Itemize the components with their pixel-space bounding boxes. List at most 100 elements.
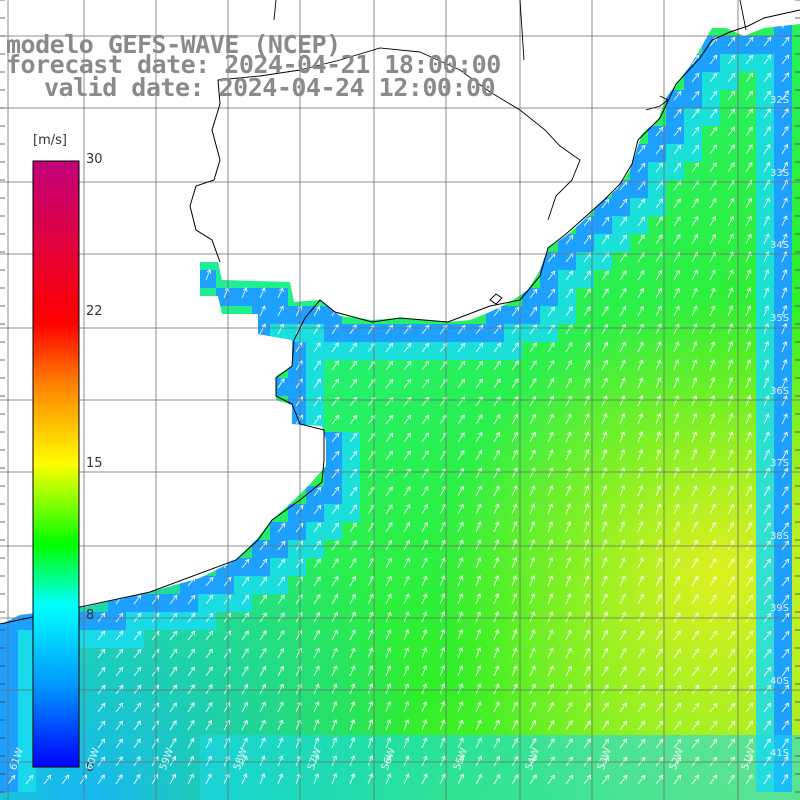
wind-arrow [637,395,644,407]
wind-arrow [565,449,572,461]
wind-arrow [349,737,356,749]
wind-arrow [781,666,790,677]
wind-arrow [691,198,699,209]
wind-arrow [457,342,466,353]
wind-arrow [529,306,538,317]
wind-arrow [745,341,752,353]
wind-arrow [295,647,302,659]
wind-arrow [133,720,141,731]
wind-arrow [241,773,248,785]
wind-arrow [385,683,392,695]
wind-arrow [403,665,410,677]
wind-arrow [583,738,591,749]
wind-arrow [187,773,194,785]
wind-arrow [475,593,482,605]
wind-arrow [709,233,716,245]
wind-arrow [619,431,626,443]
wind-arrow [745,287,752,299]
wind-arrow [763,630,772,641]
wind-arrow [493,611,500,623]
wind-arrow [673,594,681,605]
wind-arrow [763,666,772,677]
wind-arrow [403,629,410,641]
wind-arrow [781,36,790,47]
wind-arrow [673,126,682,137]
wind-arrow [763,756,771,767]
wind-arrow [547,467,554,479]
wind-arrow [727,54,736,65]
wind-arrow [655,485,662,497]
wind-arrow [619,449,626,461]
wind-arrow [655,774,664,785]
wind-arrow [637,216,645,227]
wind-arrow [745,395,752,407]
wind-arrow [115,774,123,785]
wind-arrow [709,323,716,335]
wind-arrow [241,683,249,695]
wind-arrow [763,54,772,65]
wind-arrow [439,755,446,767]
wind-arrow [727,630,736,641]
wind-arrow [349,432,358,443]
wind-arrow [745,576,753,587]
wind-arrow [187,576,196,587]
colorbar-tick-8: 8 [86,608,95,623]
wind-arrow [457,719,464,731]
wind-arrow [547,395,554,407]
wind-arrow [367,575,374,587]
wind-arrow [385,378,394,389]
wind-arrow [583,665,591,677]
wind-arrow [529,683,536,695]
wind-arrow [277,558,286,569]
wind-arrow [709,90,718,101]
wind-arrow [655,702,664,713]
wind-arrow [583,395,590,407]
wind-arrow [601,720,609,731]
wind-arrow [493,647,500,659]
wind-arrow [745,738,753,749]
wind-arrow [313,378,321,389]
wind-arrow [655,234,663,245]
wind-arrow [691,503,698,515]
wind-arrow [565,774,574,785]
wind-arrow [673,702,682,713]
wind-arrow [367,737,374,749]
wind-arrow [529,665,536,677]
wind-arrow [421,755,428,767]
wind-arrow [763,126,771,137]
wind-arrow [637,774,646,785]
wind-arrow [565,629,572,641]
wind-arrow [619,288,627,299]
wind-arrow [331,737,338,749]
wind-arrow [475,414,483,425]
wind-arrow [691,269,698,281]
wind-arrow [727,521,735,533]
wind-arrow [277,755,284,767]
wind-arrow [727,738,736,749]
lat-label-35s: 35S [770,313,790,324]
wind-arrow [349,342,357,353]
wind-arrow [709,269,716,281]
wind-arrow [205,702,213,713]
wind-arrow [547,377,555,389]
wind-arrow [709,702,718,713]
wind-arrow [457,414,465,425]
wind-arrow [637,666,645,677]
wind-arrow [421,468,429,479]
wind-arrow [529,774,537,785]
wind-arrow [547,270,556,281]
wind-arrow [529,557,536,569]
wind-arrow [763,413,770,425]
wind-arrow [385,755,392,767]
wind-arrow [565,720,573,731]
wind-arrow [655,666,663,677]
wind-arrow [349,593,356,605]
wind-arrow [583,270,591,281]
wind-arrow [745,702,754,713]
wind-arrow [781,126,789,137]
wind-arrow [493,575,500,587]
wind-arrow [583,377,590,389]
wind-arrow [673,449,680,461]
wind-arrow [637,467,644,479]
wind-arrow [565,359,573,371]
